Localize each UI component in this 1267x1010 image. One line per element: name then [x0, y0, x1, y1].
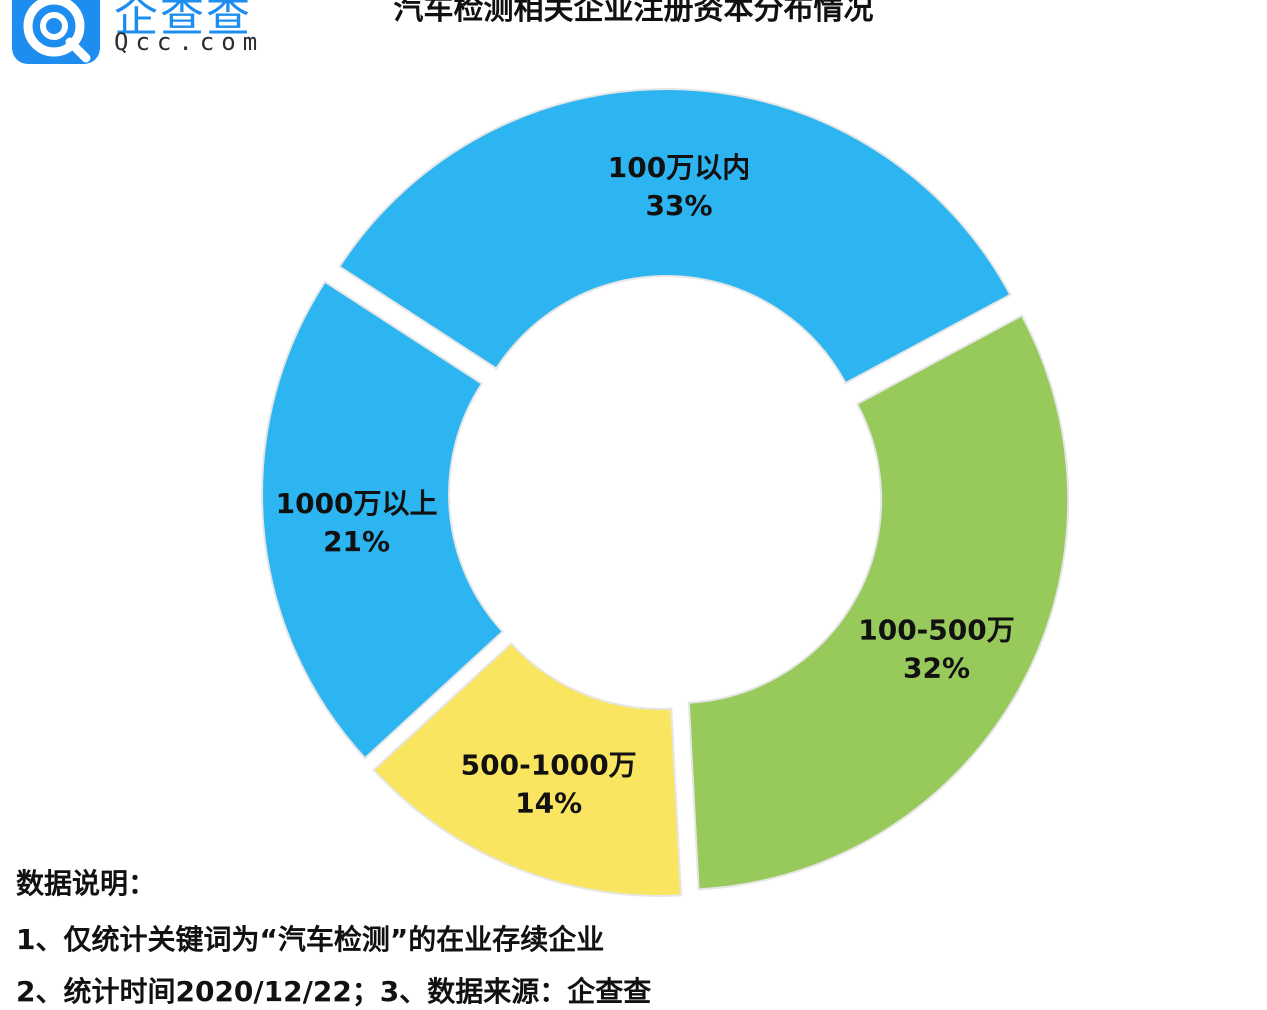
- qcc-logo-icon: [12, 0, 100, 64]
- donut-chart: 100万以内 33% 100-500万 32% 500-1000万 14% 1000万以上 2…: [261, 88, 1070, 897]
- notes-heading: 数据说明：: [16, 867, 157, 900]
- logo-en-text: Qcc.com: [114, 28, 265, 56]
- slice-label-0: 100万以内: [608, 151, 750, 184]
- slice-percent-3: 21%: [323, 525, 390, 558]
- slice-percent-0: 33%: [645, 189, 712, 222]
- chart-title: 汽车检测相关企业注册资本分布情况: [393, 0, 874, 27]
- slice-label-3: 1000万以上: [276, 487, 438, 520]
- notes-line-2: 2、统计时间2020/12/22；3、数据来源：企查查: [16, 975, 652, 1008]
- notes-line-1: 1、仅统计关键词为“汽车检测”的在业存续企业: [16, 923, 605, 956]
- logo-cn-text: 企查查: [114, 0, 252, 42]
- slice-label-2: 500-1000万: [461, 748, 637, 781]
- slice-label-1: 100-500万: [858, 613, 1015, 646]
- donut-slice-2: [372, 641, 683, 897]
- donut-slice-0: [338, 88, 1012, 385]
- donut-slice-3: [261, 280, 505, 760]
- slice-percent-1: 32%: [903, 651, 970, 684]
- donut-slice-1: [687, 314, 1070, 891]
- slice-percent-2: 14%: [515, 786, 582, 819]
